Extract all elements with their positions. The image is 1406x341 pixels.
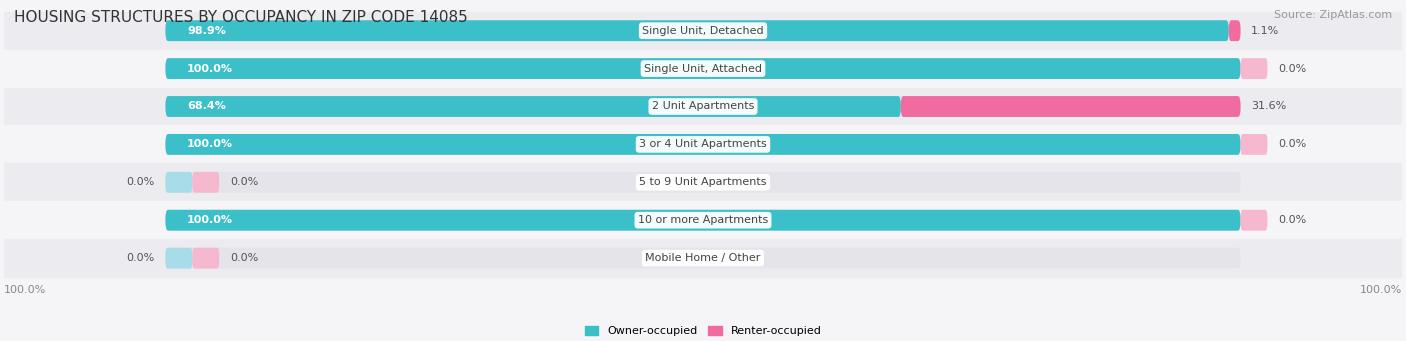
FancyBboxPatch shape [166,20,1240,41]
Text: 100.0%: 100.0% [187,63,233,74]
Text: Single Unit, Detached: Single Unit, Detached [643,26,763,36]
Text: 2 Unit Apartments: 2 Unit Apartments [652,102,754,112]
Text: 5 to 9 Unit Apartments: 5 to 9 Unit Apartments [640,177,766,187]
FancyBboxPatch shape [166,172,193,193]
Bar [4,88,1402,125]
Text: Single Unit, Attached: Single Unit, Attached [644,63,762,74]
Bar [4,163,1402,201]
Text: 0.0%: 0.0% [231,177,259,187]
FancyBboxPatch shape [193,172,219,193]
FancyBboxPatch shape [166,96,901,117]
Text: Mobile Home / Other: Mobile Home / Other [645,253,761,263]
FancyBboxPatch shape [1229,20,1240,41]
Text: 100.0%: 100.0% [187,215,233,225]
Legend: Owner-occupied, Renter-occupied: Owner-occupied, Renter-occupied [581,322,825,341]
FancyBboxPatch shape [166,210,1240,231]
Text: 0.0%: 0.0% [127,253,155,263]
FancyBboxPatch shape [166,58,1240,79]
Text: 3 or 4 Unit Apartments: 3 or 4 Unit Apartments [640,139,766,149]
Bar [4,125,1402,163]
Bar [4,12,1402,50]
FancyBboxPatch shape [1240,58,1267,79]
Text: 0.0%: 0.0% [1278,139,1306,149]
Bar [4,201,1402,239]
Text: HOUSING STRUCTURES BY OCCUPANCY IN ZIP CODE 14085: HOUSING STRUCTURES BY OCCUPANCY IN ZIP C… [14,10,468,25]
FancyBboxPatch shape [166,134,1240,155]
Text: 98.9%: 98.9% [187,26,226,36]
Text: 0.0%: 0.0% [231,253,259,263]
FancyBboxPatch shape [193,248,219,268]
FancyBboxPatch shape [166,96,1240,117]
FancyBboxPatch shape [901,96,1240,117]
Text: 100.0%: 100.0% [1360,285,1402,295]
FancyBboxPatch shape [166,20,1229,41]
Bar [4,239,1402,277]
Bar [4,50,1402,88]
Text: 0.0%: 0.0% [1278,63,1306,74]
FancyBboxPatch shape [1240,134,1267,155]
Text: 100.0%: 100.0% [4,285,46,295]
Text: 1.1%: 1.1% [1251,26,1279,36]
Text: 0.0%: 0.0% [1278,215,1306,225]
Text: 68.4%: 68.4% [187,102,226,112]
FancyBboxPatch shape [166,58,1240,79]
FancyBboxPatch shape [166,248,193,268]
FancyBboxPatch shape [166,134,1240,155]
FancyBboxPatch shape [1240,210,1267,231]
Text: Source: ZipAtlas.com: Source: ZipAtlas.com [1274,10,1392,20]
Text: 0.0%: 0.0% [127,177,155,187]
Text: 100.0%: 100.0% [187,139,233,149]
Text: 31.6%: 31.6% [1251,102,1286,112]
Text: 10 or more Apartments: 10 or more Apartments [638,215,768,225]
FancyBboxPatch shape [166,172,1240,193]
FancyBboxPatch shape [166,248,1240,268]
FancyBboxPatch shape [166,210,1240,231]
